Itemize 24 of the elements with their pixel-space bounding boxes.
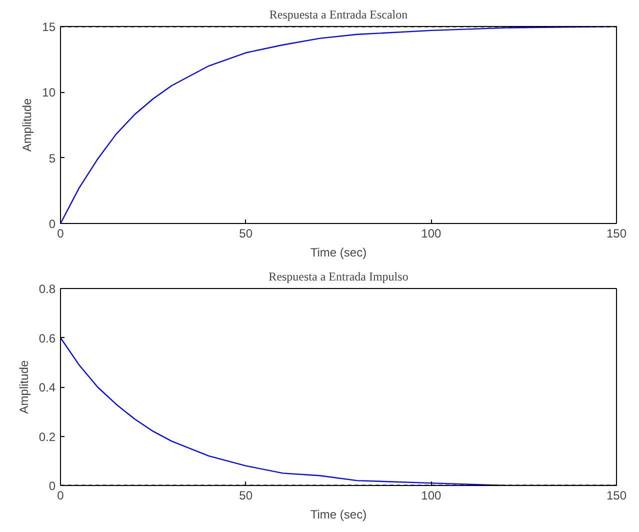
y-tick-label: 5 xyxy=(48,151,56,166)
chart-title: Respuesta a Entrada Impulso xyxy=(268,270,408,284)
line-series xyxy=(60,26,616,224)
y-tick-label: 0.2 xyxy=(38,430,56,444)
y-tick-label: 0 xyxy=(48,217,56,231)
x-tick-label: 150 xyxy=(606,488,627,502)
x-tick-label: 0 xyxy=(57,488,64,502)
y-tick-label: 10 xyxy=(42,86,56,100)
y-tick-label: 0.6 xyxy=(38,331,56,346)
y-tick-label: 0.4 xyxy=(38,380,56,394)
y-axis-title: Amplitude xyxy=(16,360,31,414)
x-axis-title: Time (sec) xyxy=(310,246,367,260)
y-axis-title: Amplitude xyxy=(20,98,34,152)
x-tick-label: 100 xyxy=(421,488,442,502)
x-tick-label: 150 xyxy=(606,226,627,240)
y-tick-label: 0 xyxy=(48,479,56,493)
y-tick-label: 0.8 xyxy=(38,282,56,296)
x-axis-title: Time (sec) xyxy=(310,508,367,522)
x-tick-label: 50 xyxy=(239,488,253,502)
x-tick-label: 0 xyxy=(57,226,64,240)
chart-title: Respuesta a Entrada Escalon xyxy=(269,8,408,22)
x-tick-label: 100 xyxy=(421,226,442,240)
x-tick-label: 50 xyxy=(239,226,253,240)
y-tick-label: 15 xyxy=(42,20,56,34)
